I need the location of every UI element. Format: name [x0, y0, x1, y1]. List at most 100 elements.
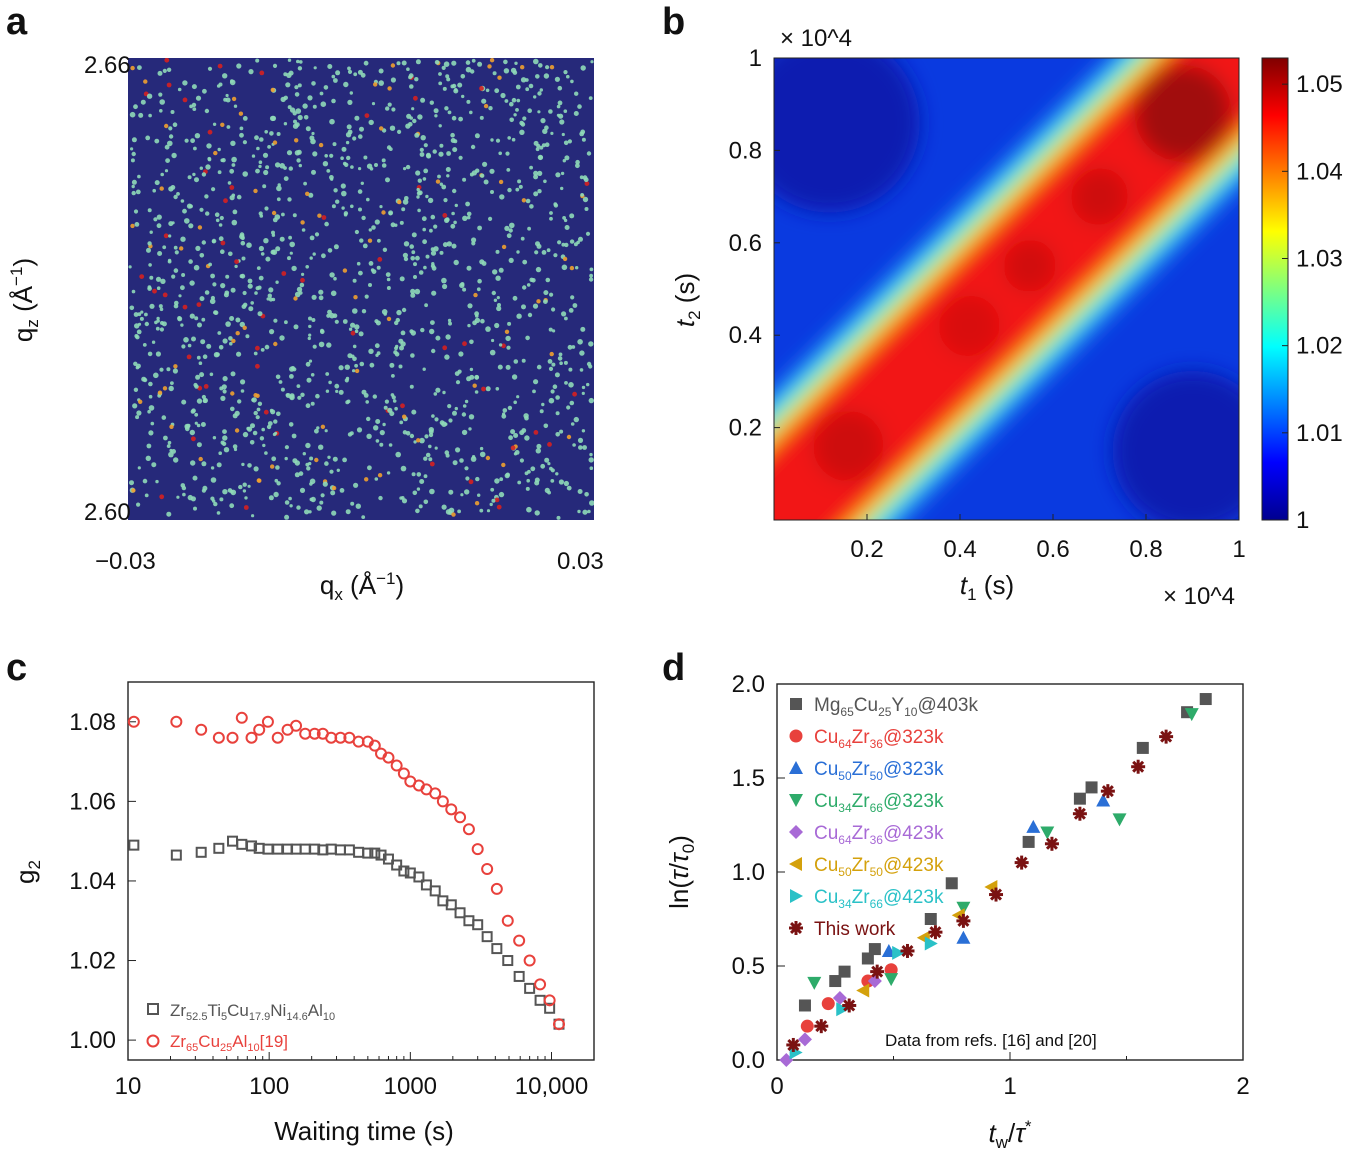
speckle-dot — [352, 308, 358, 314]
speckle-dot — [206, 343, 212, 349]
speckle-dot — [264, 344, 270, 350]
speckle-dot — [167, 140, 173, 147]
speckle-dot — [493, 298, 498, 302]
speckle-dot — [275, 246, 281, 252]
speckle-dot — [442, 390, 446, 395]
speckle-dot — [419, 437, 425, 444]
speckle-dot — [184, 138, 189, 143]
speckle-dot — [253, 410, 258, 416]
speckle-dot — [356, 427, 363, 433]
speckle-dot — [296, 158, 301, 163]
speckle-dot — [416, 438, 421, 443]
speckle-dot — [579, 350, 585, 356]
speckle-dot — [205, 211, 210, 216]
speckle-dot — [255, 286, 260, 291]
speckle-dot — [193, 506, 197, 511]
speckle-dot — [423, 265, 427, 270]
speckle-dot — [360, 181, 364, 185]
speckle-dot — [525, 335, 530, 341]
speckle-dot — [588, 96, 593, 100]
speckle-dot — [184, 423, 190, 430]
d-point-series0 — [1136, 741, 1149, 754]
speckle-dot — [502, 412, 506, 416]
speckle-dot — [228, 336, 233, 341]
c-ytick-label: 1.00 — [69, 1027, 116, 1054]
speckle-dot — [333, 244, 339, 250]
speckle-dot — [340, 183, 346, 189]
c-point-series0 — [429, 885, 441, 897]
speckle-dot — [198, 361, 203, 366]
speckle-dot — [149, 275, 154, 280]
speckle-dot — [444, 450, 450, 455]
speckle-dot — [508, 228, 513, 233]
speckle-dot — [306, 466, 311, 471]
speckle-dot — [424, 434, 429, 439]
speckle-dot — [167, 440, 172, 445]
speckle-dot — [306, 377, 312, 383]
speckle-dot — [294, 291, 301, 298]
a-ytick-bottom: 2.60 — [84, 499, 131, 526]
speckle-dot — [541, 143, 546, 148]
speckle-dot — [480, 318, 485, 324]
speckle-dot — [173, 268, 179, 273]
speckle-dot — [361, 515, 366, 519]
speckle-dot — [311, 131, 315, 136]
speckle-dot — [221, 158, 226, 163]
speckle-dot — [572, 303, 578, 308]
speckle-dot — [165, 158, 171, 164]
speckle-dot — [291, 433, 297, 439]
speckle-dot — [333, 276, 337, 281]
speckle-dot — [182, 208, 187, 214]
speckle-dot — [305, 191, 310, 196]
speckle-dot — [408, 122, 413, 127]
speckle-dot — [155, 276, 162, 282]
speckle-dot — [130, 65, 135, 71]
d-point-series1 — [884, 963, 898, 977]
speckle-dot — [368, 261, 374, 266]
c-point-series1 — [471, 843, 484, 856]
speckle-dot — [230, 489, 234, 494]
speckle-dot — [556, 515, 561, 520]
speckle-dot — [229, 503, 235, 509]
b-peak — [1134, 65, 1232, 162]
speckle-dot — [515, 108, 519, 112]
speckle-dot — [291, 265, 297, 272]
speckle-dot — [559, 119, 565, 125]
speckle-dot — [274, 431, 278, 435]
speckle-dot — [322, 161, 329, 167]
speckle-dot — [564, 242, 569, 248]
speckle-dot — [568, 308, 574, 313]
speckle-dot — [297, 66, 303, 71]
speckle-dot — [570, 422, 575, 426]
speckle-dot — [269, 329, 275, 335]
speckle-dot — [289, 395, 294, 400]
speckle-dot — [310, 401, 315, 406]
c-point-series1 — [397, 767, 410, 780]
c-point-series1 — [429, 787, 442, 800]
speckle-dot — [255, 168, 260, 174]
speckle-dot — [270, 87, 275, 93]
speckle-dot — [168, 234, 172, 238]
speckle-dot — [338, 389, 344, 395]
speckle-dot — [365, 400, 370, 404]
speckle-dot — [257, 401, 263, 406]
speckle-dot — [329, 272, 335, 278]
speckle-dot — [466, 211, 472, 217]
speckle-dot — [318, 142, 324, 148]
speckle-dot — [259, 436, 265, 441]
speckle-dot — [408, 73, 414, 79]
speckle-dot — [453, 259, 459, 266]
speckle-dot — [554, 372, 560, 378]
speckle-dot — [366, 416, 371, 422]
speckle-dot — [207, 157, 212, 162]
speckle-dot — [366, 433, 372, 439]
speckle-dot — [247, 484, 251, 488]
speckle-dot — [431, 262, 435, 266]
speckle-dot — [589, 466, 594, 471]
speckle-dot — [518, 184, 523, 189]
speckle-dot — [225, 321, 231, 327]
speckle-dot — [413, 440, 417, 444]
speckle-dot — [358, 207, 362, 212]
speckle-dot — [131, 488, 136, 493]
speckle-dot — [232, 444, 238, 449]
